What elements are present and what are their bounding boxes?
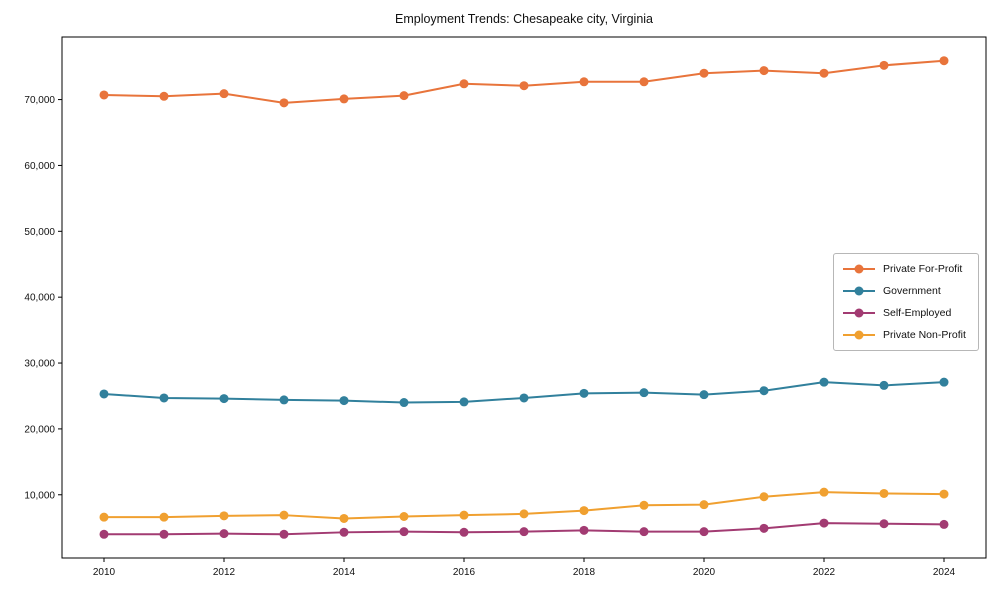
data-point-self-employed	[639, 527, 649, 537]
x-tick-label: 2024	[933, 567, 956, 578]
y-tick-label: 50,000	[24, 227, 55, 238]
legend: Private For-Profit Government Self-Employe…	[833, 253, 979, 351]
data-point-private-for-profit	[219, 89, 229, 99]
data-point-government	[339, 396, 349, 406]
legend-item-government: Government	[843, 284, 970, 298]
legend-swatch-private-non-profit	[843, 330, 875, 340]
data-point-government	[159, 393, 169, 403]
data-point-government	[759, 386, 769, 396]
y-tick-label: 40,000	[24, 293, 55, 304]
data-point-private-for-profit	[819, 68, 829, 78]
data-point-self-employed	[879, 519, 889, 529]
data-point-private-for-profit	[639, 77, 649, 87]
data-point-self-employed	[699, 527, 709, 537]
data-point-government	[879, 380, 889, 390]
data-point-self-employed	[279, 529, 289, 539]
data-point-self-employed	[939, 519, 949, 529]
data-point-private-for-profit	[519, 81, 529, 91]
y-tick-label: 30,000	[24, 359, 55, 370]
data-point-government	[219, 394, 229, 404]
data-point-private-for-profit	[459, 79, 469, 89]
data-point-private-non-profit	[819, 487, 829, 497]
data-point-private-non-profit	[339, 513, 349, 523]
data-point-private-for-profit	[339, 94, 349, 104]
data-point-government	[819, 377, 829, 387]
legend-label: Government	[883, 285, 941, 297]
data-point-private-non-profit	[639, 500, 649, 510]
data-point-private-non-profit	[219, 511, 229, 521]
data-point-private-non-profit	[879, 488, 889, 498]
data-point-self-employed	[399, 527, 409, 537]
data-point-private-non-profit	[99, 512, 109, 522]
data-point-self-employed	[459, 527, 469, 537]
legend-label: Self-Employed	[883, 307, 952, 319]
legend-item-private-non-profit: Private Non-Profit	[843, 328, 970, 342]
legend-swatch-government	[843, 286, 875, 296]
data-point-government	[939, 377, 949, 387]
plot-border	[61, 36, 987, 559]
data-point-government	[99, 389, 109, 399]
data-point-self-employed	[579, 525, 589, 535]
data-point-private-for-profit	[879, 60, 889, 70]
data-point-private-non-profit	[579, 506, 589, 516]
data-point-self-employed	[759, 523, 769, 533]
x-tick-label: 2012	[213, 567, 236, 578]
data-point-self-employed	[159, 529, 169, 539]
data-point-private-for-profit	[99, 90, 109, 100]
data-point-private-for-profit	[699, 68, 709, 78]
data-point-self-employed	[99, 529, 109, 539]
data-point-private-non-profit	[279, 510, 289, 520]
legend-item-private-for-profit: Private For-Profit	[843, 262, 970, 276]
data-point-private-for-profit	[759, 66, 769, 76]
data-point-government	[579, 388, 589, 398]
data-point-government	[459, 397, 469, 407]
y-tick-label: 70,000	[24, 95, 55, 106]
data-point-private-for-profit	[279, 98, 289, 108]
legend-swatch-self-employed	[843, 308, 875, 318]
data-point-private-for-profit	[579, 77, 589, 87]
data-point-self-employed	[339, 527, 349, 537]
data-point-private-for-profit	[159, 91, 169, 101]
legend-marker-icon	[854, 330, 864, 340]
legend-marker-icon	[854, 308, 864, 318]
data-point-private-for-profit	[939, 56, 949, 66]
legend-label: Private For-Profit	[883, 263, 963, 275]
data-point-private-non-profit	[759, 492, 769, 502]
legend-label: Private Non-Profit	[883, 329, 966, 341]
x-tick-label: 2020	[693, 567, 716, 578]
data-point-private-non-profit	[699, 500, 709, 510]
y-tick-label: 20,000	[24, 424, 55, 435]
data-point-government	[399, 398, 409, 408]
data-point-government	[699, 390, 709, 400]
y-tick-label: 10,000	[24, 490, 55, 501]
data-point-private-non-profit	[159, 512, 169, 522]
y-tick-label: 60,000	[24, 161, 55, 172]
x-tick-label: 2016	[453, 567, 476, 578]
data-point-self-employed	[819, 518, 829, 528]
data-point-private-non-profit	[399, 512, 409, 522]
x-tick-label: 2022	[813, 567, 836, 578]
legend-marker-icon	[854, 286, 864, 296]
data-point-government	[519, 393, 529, 403]
data-point-self-employed	[519, 527, 529, 537]
legend-swatch-private-for-profit	[843, 264, 875, 274]
x-tick-label: 2018	[573, 567, 596, 578]
x-tick-label: 2014	[333, 567, 356, 578]
data-point-private-non-profit	[939, 489, 949, 499]
legend-marker-icon	[854, 264, 864, 274]
data-point-private-for-profit	[399, 91, 409, 101]
chart-title: Employment Trends: Chesapeake city, Virg…	[395, 12, 653, 26]
data-point-private-non-profit	[459, 510, 469, 520]
data-point-government	[639, 388, 649, 398]
data-point-self-employed	[219, 529, 229, 539]
data-point-private-non-profit	[519, 509, 529, 519]
data-point-government	[279, 395, 289, 405]
legend-item-self-employed: Self-Employed	[843, 306, 970, 320]
x-tick-label: 2010	[93, 567, 116, 578]
